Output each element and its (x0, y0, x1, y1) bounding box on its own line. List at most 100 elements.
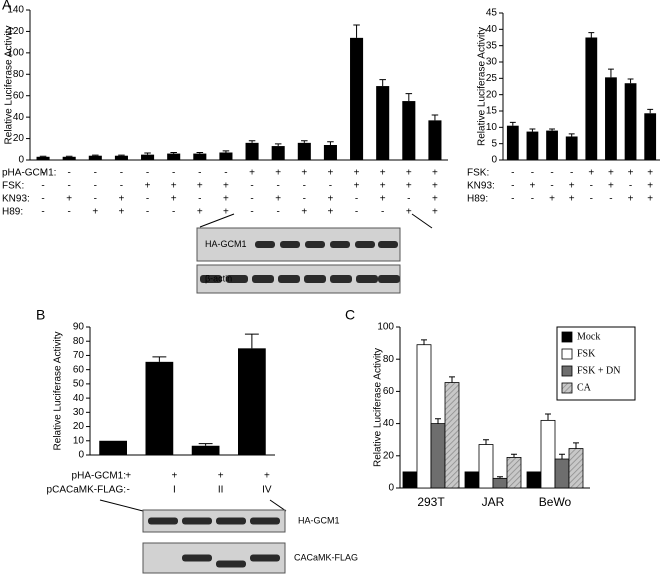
blot-label: HA-GCM1 (298, 515, 340, 525)
bar (62, 156, 76, 160)
bar (141, 154, 155, 160)
x-tick-label: BeWo (539, 495, 572, 509)
condition-sign: + (406, 168, 412, 179)
y-tick-label: 120 (7, 26, 24, 37)
condition-label: H89: (467, 194, 488, 205)
condition-sign: - (355, 207, 358, 218)
bar (554, 458, 570, 489)
y-tick-label: 60 (73, 364, 85, 375)
panel-letter: B (36, 307, 45, 323)
error-bar (421, 339, 427, 345)
condition-label: FSK: (2, 181, 24, 192)
condition-sign: - (198, 194, 201, 205)
blot-band (378, 275, 400, 283)
error-bar (274, 143, 282, 147)
y-tick-label: 10 (73, 435, 85, 446)
bar (585, 37, 598, 160)
y-tick-label: 100 (7, 47, 24, 58)
bar (605, 77, 617, 160)
condition-sign: + (628, 168, 634, 179)
condition-label: FSK: (467, 168, 489, 179)
y-tick-label: 20 (486, 89, 498, 100)
condition-sign: + (569, 194, 575, 205)
condition-sign: - (94, 168, 97, 179)
bar (526, 131, 539, 160)
y-tick-label: 35 (486, 40, 498, 51)
y-tick-label: 40 (486, 24, 498, 35)
bar (271, 146, 285, 160)
condition-sign: - (250, 207, 253, 218)
legend: Mock FSK FSK + DN CA (556, 326, 636, 401)
y-tick-label: 100 (377, 322, 394, 333)
condition-sign: - (250, 181, 253, 192)
bar (402, 471, 418, 489)
condition-sign: + (406, 207, 412, 218)
condition-sign: + (530, 181, 536, 192)
blot-band (250, 554, 280, 562)
error-bar (607, 68, 614, 78)
condition-sign: - (41, 207, 44, 218)
y-tick-label: 20 (13, 133, 25, 144)
condition-sign: + (647, 194, 653, 205)
bar (546, 130, 558, 160)
y-tick-label: 45 (486, 8, 498, 19)
bar (416, 344, 432, 489)
error-bar (573, 442, 579, 449)
blot-band (252, 275, 274, 283)
condition-sign: - (550, 168, 553, 179)
condition-sign: - (303, 181, 306, 192)
error-bar (222, 150, 230, 153)
condition-sign: + (223, 181, 229, 192)
y-tick-label: 20 (383, 450, 395, 461)
condition-sign: + (125, 471, 131, 482)
legend-label: FSK + DN (577, 365, 620, 376)
blot-band (356, 275, 378, 283)
condition-sign: + (223, 194, 229, 205)
y-tick-label: 0 (388, 483, 394, 494)
y-tick-label: 40 (73, 393, 85, 404)
condition-sign: + (275, 194, 281, 205)
condition-sign: + (380, 194, 386, 205)
condition-sign: + (119, 194, 125, 205)
condition-sign: + (301, 207, 307, 218)
error-bar (449, 376, 455, 383)
error-bar (65, 155, 73, 157)
bar (191, 445, 220, 455)
condition-sign: - (224, 168, 227, 179)
bar (565, 136, 578, 160)
condition-sign: + (647, 181, 653, 192)
blot-band (280, 241, 300, 248)
condition-sign: + (223, 207, 229, 218)
blot-band (182, 554, 212, 562)
bar (36, 156, 50, 160)
condition-sign: - (41, 168, 44, 179)
condition-sign: - (355, 194, 358, 205)
condition-sign: - (511, 181, 514, 192)
error-bar (405, 93, 413, 102)
y-tick-label: 60 (383, 386, 395, 397)
condition-sign: + (171, 181, 177, 192)
condition-sign: - (531, 168, 534, 179)
y-tick-label: 90 (73, 322, 85, 333)
bar (350, 37, 364, 160)
condition-sign: + (406, 181, 412, 192)
condition-sign: + (218, 471, 224, 482)
bar (114, 155, 128, 160)
connector-lines (99, 213, 433, 512)
error-bar (118, 154, 125, 156)
condition-sign: + (432, 181, 438, 192)
blot-band (330, 275, 352, 283)
condition-sign: + (328, 207, 334, 218)
condition-sign: - (68, 207, 71, 218)
condition-sign: + (432, 207, 438, 218)
condition-sign: + (66, 194, 72, 205)
condition-sign: - (550, 181, 553, 192)
condition-sign: + (354, 168, 360, 179)
condition-sign: - (590, 194, 593, 205)
condition-sign: + (432, 194, 438, 205)
condition-sign: + (569, 181, 575, 192)
condition-sign: + (588, 168, 594, 179)
condition-sign: + (354, 181, 360, 192)
condition-sign: + (432, 168, 438, 179)
condition-sign: - (250, 194, 253, 205)
